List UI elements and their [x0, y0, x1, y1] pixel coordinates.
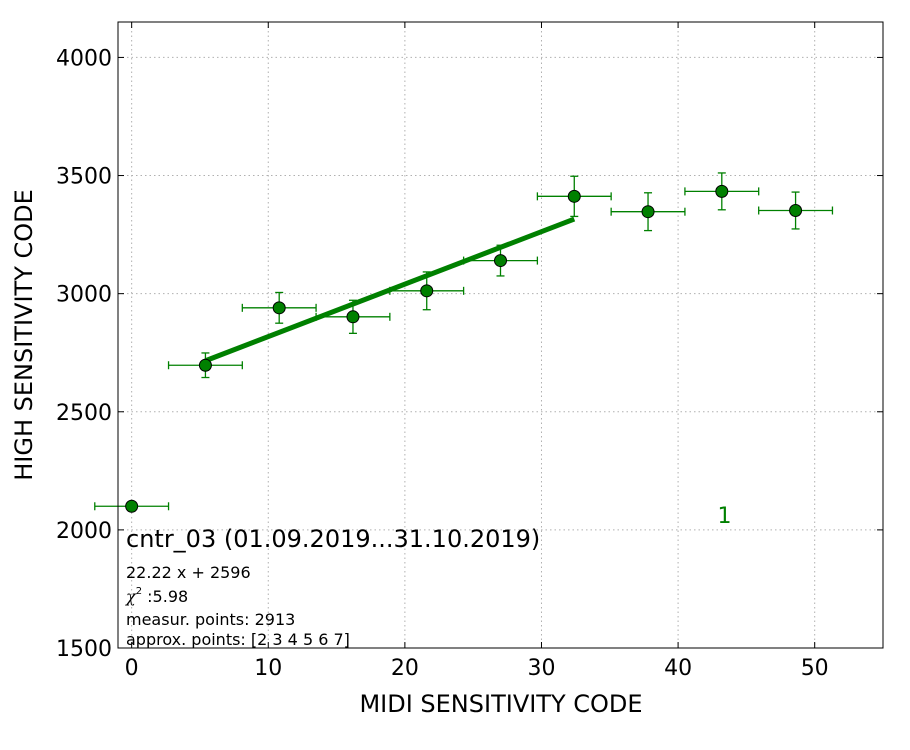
y-tick-label: 4000	[56, 46, 112, 71]
data-point	[420, 284, 434, 298]
chart-annotation-title: cntr_03 (01.09.2019...31.10.2019)	[126, 525, 540, 553]
y-tick-label: 2500	[56, 401, 112, 426]
data-point	[715, 184, 729, 198]
y-axis-label: HIGH SENSITIVITY CODE	[10, 189, 38, 481]
chi-power: 2	[136, 586, 142, 597]
y-tick-label: 3500	[56, 165, 112, 190]
data-point-group	[610, 192, 686, 232]
data-point-group	[462, 244, 539, 277]
data-point-group	[684, 172, 760, 211]
y-tick-label: 2000	[56, 519, 112, 544]
data-point	[272, 301, 286, 315]
data-point-group	[389, 271, 465, 311]
data-point-group	[758, 191, 834, 230]
data-point	[346, 310, 360, 324]
ticks-layer: 0 10 20 30 40 50 1500 2000 2500 3000 3500 4000	[56, 22, 883, 681]
x-tick-label: 50	[801, 656, 829, 681]
chi-square-label: χ2 :5.98	[125, 586, 188, 606]
chi-value: :5.98	[142, 587, 188, 606]
data-point-group	[167, 352, 243, 379]
points-layer	[94, 172, 834, 513]
data-point	[789, 204, 803, 218]
x-tick-label: 10	[254, 656, 282, 681]
chi-symbol: χ	[125, 587, 137, 606]
data-point-group	[94, 499, 170, 513]
y-tick-label: 1500	[56, 637, 112, 662]
plot-area-background	[118, 22, 883, 648]
fit-equation-label: 22.22 x + 2596	[126, 563, 251, 582]
data-point	[567, 189, 581, 203]
series-marker-label: 1	[718, 504, 732, 529]
data-point-group	[241, 291, 317, 324]
x-tick-label: 0	[125, 656, 139, 681]
data-point-group	[536, 175, 612, 218]
data-point	[125, 499, 139, 513]
data-point	[198, 358, 212, 372]
x-tick-label: 40	[664, 656, 692, 681]
y-tick-label: 3000	[56, 283, 112, 308]
x-tick-label: 30	[527, 656, 555, 681]
data-point	[494, 254, 507, 268]
x-tick-label: 20	[391, 656, 419, 681]
plot-frame	[117, 21, 884, 649]
data-point-group	[315, 299, 391, 334]
measur-points-label: measur. points: 2913	[126, 610, 295, 629]
x-axis-label: MIDI SENSITIVITY CODE	[359, 690, 642, 718]
approx-points-label: approx. points: [2 3 4 5 6 7]	[126, 630, 350, 649]
data-point	[641, 205, 655, 219]
